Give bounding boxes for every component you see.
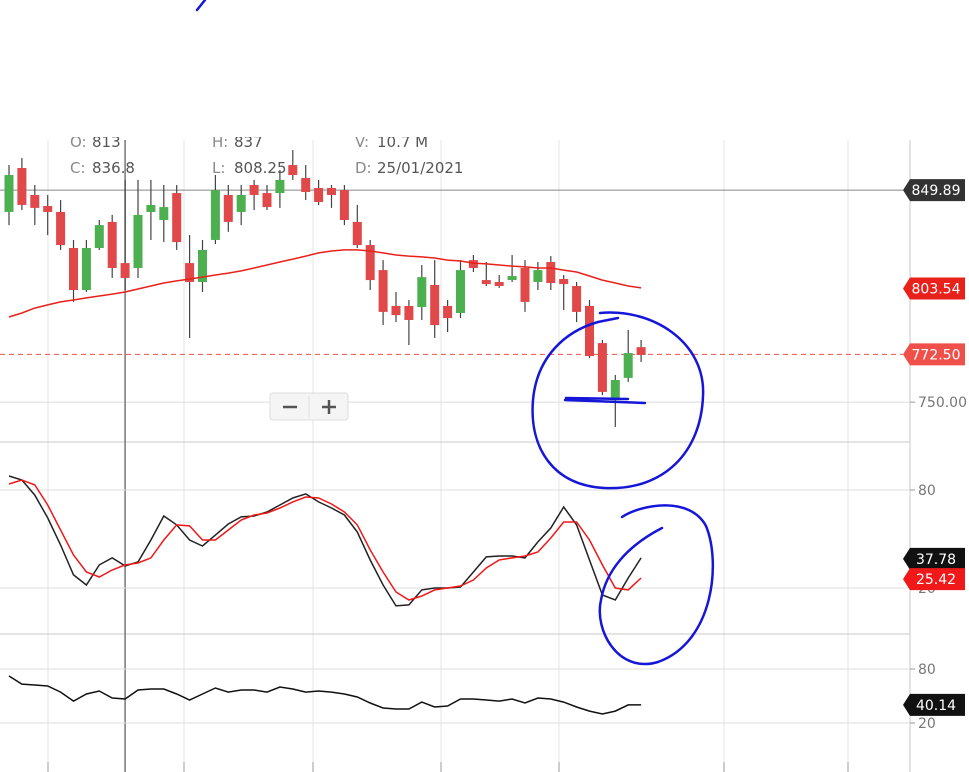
info-value: 836.8: [92, 159, 135, 177]
pen-annotations: [195, 0, 715, 666]
price-tag: [903, 343, 965, 366]
candle-body: [623, 353, 633, 378]
candle-body: [327, 187, 336, 195]
candle-body: [288, 165, 298, 176]
info-value: 25/01/2021: [377, 159, 463, 177]
candle-body: [30, 194, 40, 208]
candle-body: [314, 187, 324, 202]
candle-body: [494, 281, 504, 287]
candle-body: [365, 245, 375, 281]
candle-body: [172, 193, 182, 243]
info-label: O:: [70, 133, 87, 151]
price-tag-label: 803.54: [912, 281, 961, 297]
pen-underline: [563, 396, 647, 405]
price-tag-label: 37.78: [916, 552, 956, 568]
candle-body: [107, 221, 117, 268]
candle-body: [533, 270, 543, 282]
candle-body: [159, 207, 169, 221]
plot-area: O: 813 H: 837 V: 10.7 M C: 836.8 L: 808.25 D: 25/01…: [0, 133, 967, 772]
info-value: 813: [92, 133, 121, 151]
candle-body: [133, 214, 143, 268]
price-tag-label: 25.42: [916, 572, 956, 588]
candle-body: [262, 193, 272, 208]
candle-body: [352, 221, 362, 246]
price-tag: [903, 547, 965, 570]
candle-body: [210, 190, 220, 240]
candle-body: [339, 190, 349, 221]
candle-body: [378, 270, 388, 312]
y-tick-label: 80: [918, 483, 936, 499]
candle-body: [546, 262, 556, 284]
info-label: V:: [355, 133, 369, 151]
candle-body: [198, 249, 207, 282]
indicator-line: [8, 479, 642, 601]
price-tag: [903, 277, 965, 300]
moving-average-line: [8, 249, 642, 318]
candle-body: [456, 270, 465, 313]
candle-body: [636, 347, 646, 355]
candle-body: [56, 211, 66, 246]
price-tag-label: 40.14: [916, 698, 956, 714]
pen-circle: [598, 504, 715, 666]
candle-body: [223, 194, 233, 222]
candle-body: [120, 263, 130, 278]
candle-body: [69, 248, 78, 291]
candle-body: [559, 279, 569, 285]
candle-body: [430, 284, 440, 326]
y-tick-label: 80: [918, 662, 936, 678]
candle-body: [507, 276, 517, 281]
zoom-controls: [269, 392, 349, 421]
candle-body: [236, 194, 246, 212]
indicator-line: [8, 475, 642, 607]
price-tag: [903, 179, 965, 202]
info-label: D:: [355, 159, 372, 177]
candle-body: [610, 380, 620, 401]
info-value: 837: [234, 133, 263, 151]
y-tick-label: 750.00: [918, 395, 967, 411]
candle-body: [81, 248, 91, 291]
candle-body: [4, 175, 14, 212]
info-label: H:: [212, 133, 228, 151]
candle-body: [572, 286, 582, 312]
candle-body: [146, 204, 156, 212]
candle-body: [404, 305, 414, 320]
candle-body: [585, 305, 594, 357]
candle-body: [443, 305, 453, 319]
candle-body: [481, 280, 491, 285]
candle-body: [597, 343, 607, 392]
info-label: L:: [212, 159, 225, 177]
info-label: C:: [70, 159, 86, 177]
candle-body: [391, 305, 401, 316]
price-tag-label: 772.50: [912, 347, 961, 363]
candle-body: [520, 267, 530, 302]
candle-body: [249, 184, 259, 195]
price-tag-label: 849.89: [912, 183, 961, 199]
pen-circle: [531, 311, 705, 490]
info-value: 808.25: [234, 159, 287, 177]
candle-body: [417, 277, 427, 308]
candle-body: [301, 177, 311, 192]
candle-body: [17, 168, 27, 205]
zoom-in-button[interactable]: [322, 400, 336, 414]
price-tag: [903, 568, 965, 591]
indicator-line: [8, 675, 642, 715]
price-tag: [903, 693, 965, 716]
info-value: 10.7 M: [377, 133, 428, 151]
candle-body: [275, 179, 285, 194]
y-tick-label: 20: [918, 716, 936, 732]
candle-body: [43, 206, 53, 212]
pen-stroke: [195, 0, 207, 12]
candle-body: [185, 263, 195, 282]
candle-body: [94, 225, 104, 249]
candle-body: [468, 260, 478, 268]
